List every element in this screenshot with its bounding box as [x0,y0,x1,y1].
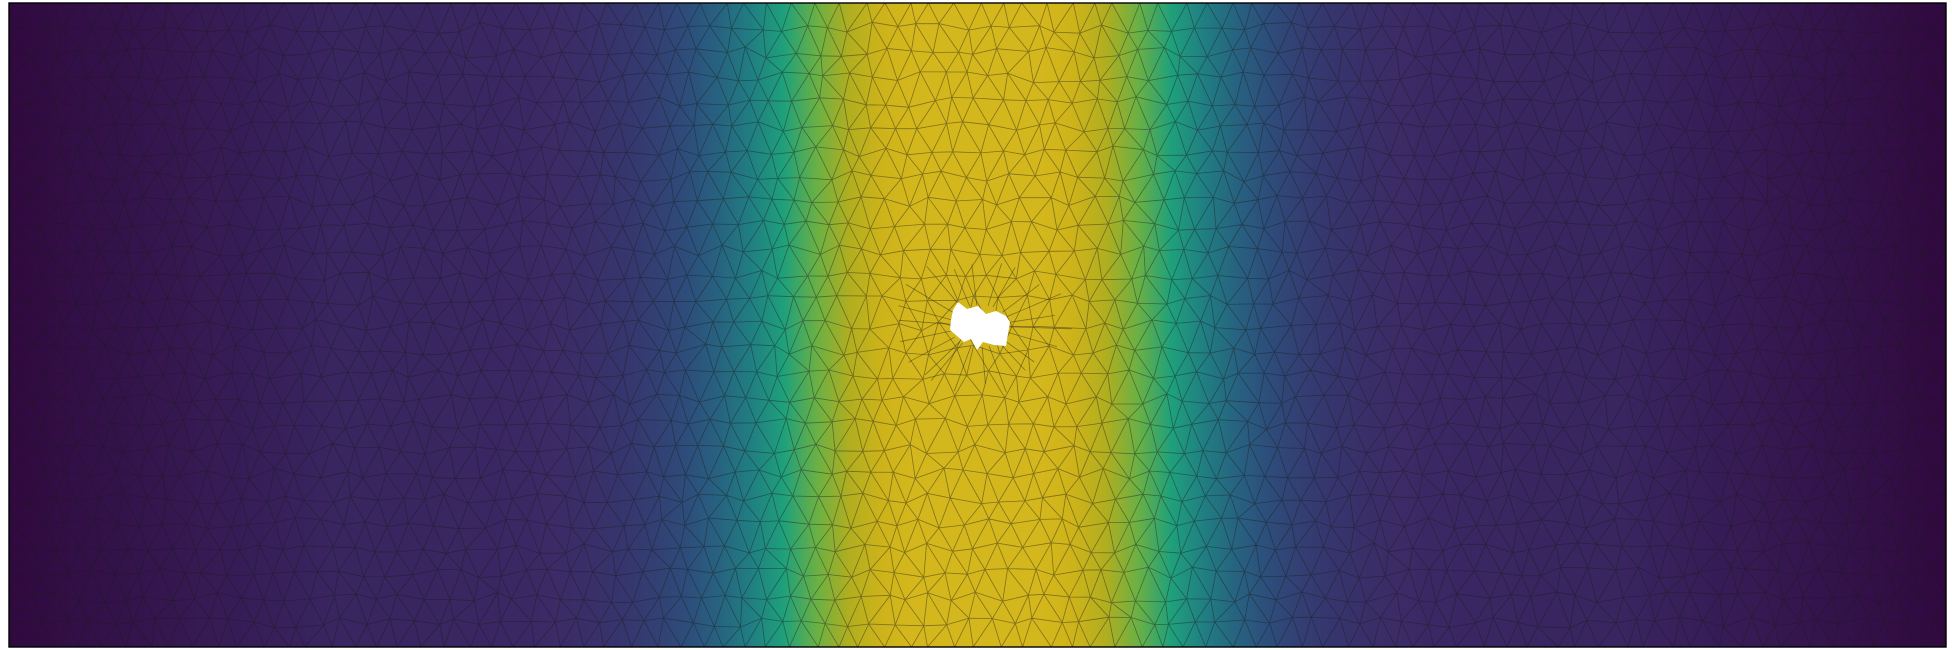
domain-hole [950,302,1010,350]
domain-border [8,2,1947,648]
mesh-edge-path [9,3,1946,647]
mesh-edges [9,3,1946,647]
mesh-refinement-path [898,263,1072,393]
